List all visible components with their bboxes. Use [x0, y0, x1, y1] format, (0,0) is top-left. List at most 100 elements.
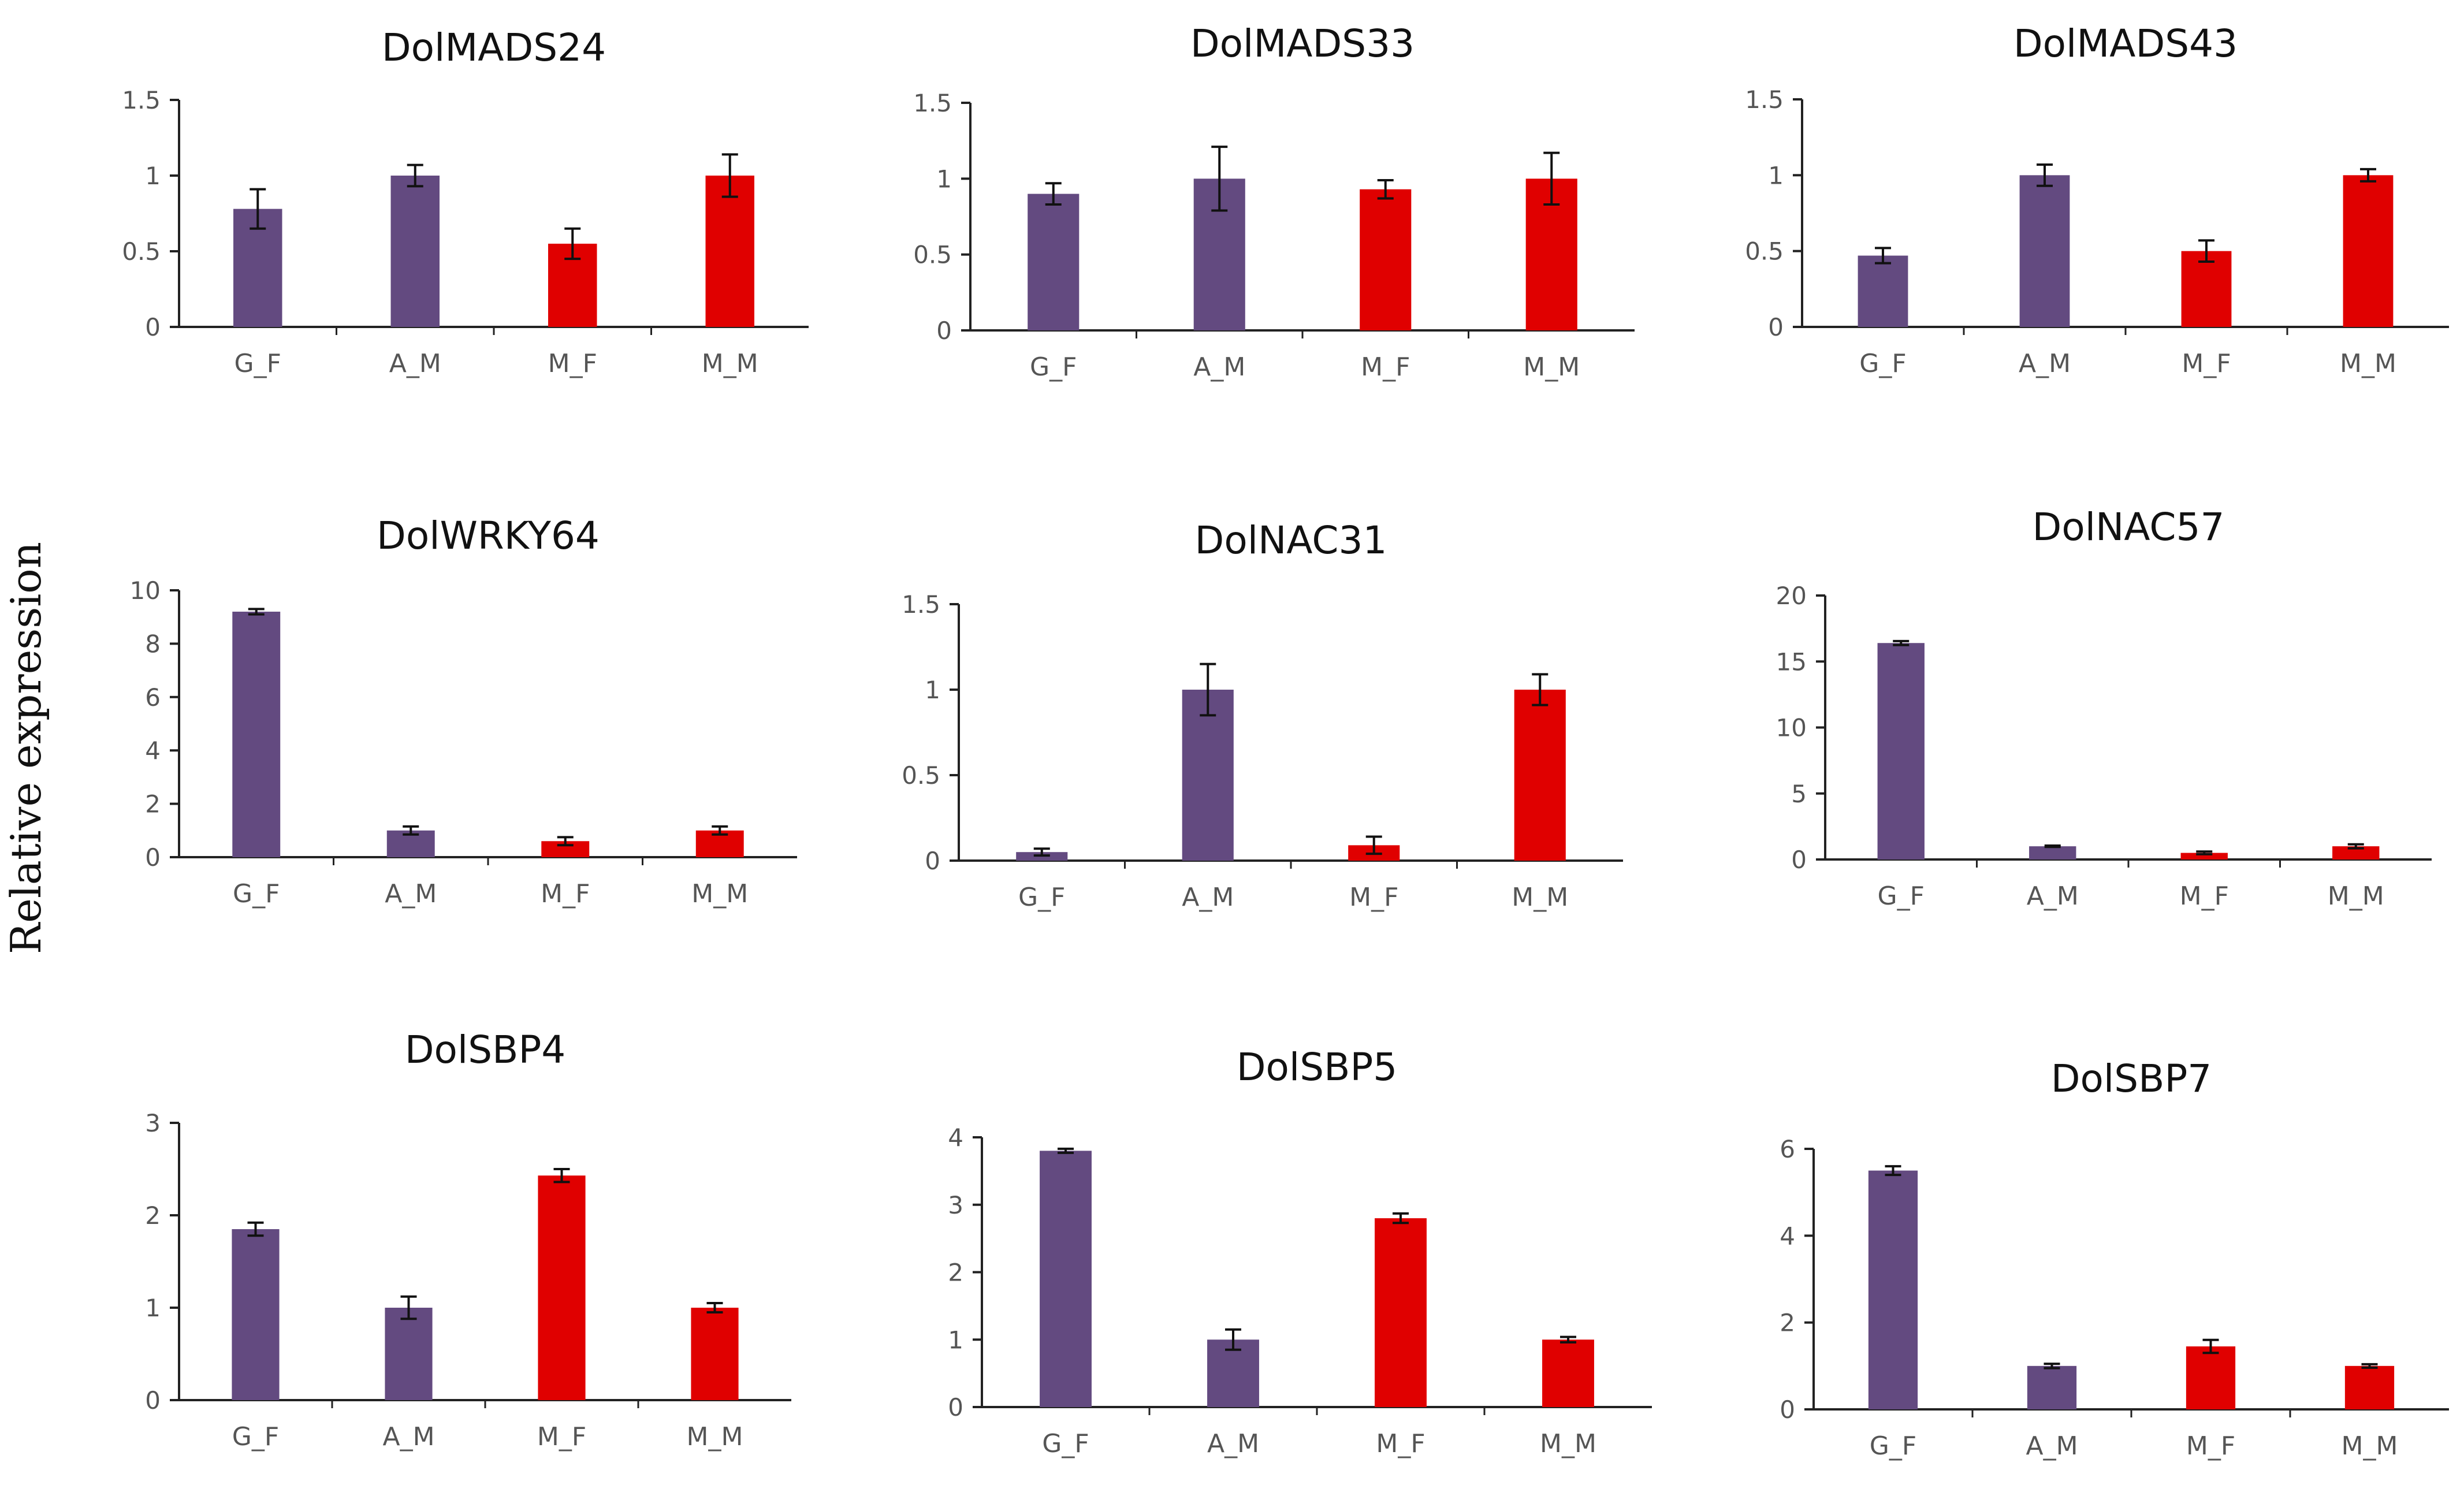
y-tick-label: 2	[145, 1201, 161, 1230]
y-tick-label: 1.5	[1745, 85, 1784, 114]
y-tick-label: 0	[1768, 313, 1784, 341]
bar-g-f	[1877, 643, 1925, 859]
x-category-label: M_F	[1361, 352, 1410, 382]
y-tick-label: 0	[936, 317, 952, 345]
bar-m-f	[1375, 1218, 1427, 1407]
x-category-label: G_F	[1030, 352, 1077, 382]
y-tick-label: 6	[145, 683, 161, 712]
x-category-label: G_F	[1859, 349, 1906, 378]
y-tick-label: 0	[925, 847, 940, 875]
bar-m-f	[2180, 853, 2228, 859]
chart-panel-dolwrky64: DolWRKY64 0 2 4 6 8 10 G_F A_M M_F M_M	[130, 513, 797, 909]
chart-title: DolMADS24	[382, 25, 606, 70]
y-tick-label: 1	[145, 162, 161, 190]
x-category-label: M_M	[687, 1422, 743, 1452]
x-category-label: M_M	[702, 349, 758, 378]
bar-m-m	[1542, 1339, 1594, 1407]
x-category-label: A_M	[2027, 881, 2079, 911]
bar-g-f	[1040, 1151, 1092, 1407]
chart-panel-dolmads43: DolMADS43 0 0.5 1 1.5 G_F A_M M_F M_M	[1745, 21, 2449, 378]
bar-m-m	[2343, 175, 2394, 327]
y-tick-label: 3	[948, 1191, 963, 1219]
y-tick-label: 1.5	[122, 86, 161, 114]
x-category-label: M_F	[2182, 349, 2231, 378]
y-tick-label: 0	[145, 843, 161, 872]
y-tick-label: 0	[1780, 1395, 1795, 1424]
x-category-label: G_F	[235, 349, 281, 378]
chart-title: DolMADS33	[1190, 21, 1415, 66]
x-category-label: A_M	[1182, 883, 1234, 912]
x-category-label: A_M	[2026, 1431, 2078, 1461]
bar-m-m	[1514, 690, 1566, 861]
y-tick-label: 1.5	[913, 89, 952, 117]
chart-panel-dolsbp5: DolSBP5 0 1 2 3 4 G_F A_M M_F M_M	[948, 1045, 1652, 1458]
bar-m-f	[1360, 189, 1412, 330]
x-category-label: G_F	[1042, 1429, 1089, 1458]
x-category-label: A_M	[385, 879, 437, 909]
y-tick-label: 1	[936, 165, 952, 193]
x-category-label: M_F	[1376, 1429, 1425, 1458]
x-category-label: M_M	[2342, 1431, 2398, 1461]
chart-panel-dolsbp7: DolSBP7 0 2 4 6 G_F A_M M_F M_M	[1780, 1056, 2449, 1461]
bar-a-m	[1182, 690, 1234, 861]
y-tick-label: 1	[948, 1326, 963, 1354]
x-category-label: M_F	[541, 879, 590, 909]
bar-g-f	[1858, 255, 1908, 327]
chart-title: DolMADS43	[2013, 21, 2238, 66]
y-axis-label: Relative expression	[2, 542, 50, 954]
y-tick-label: 2	[145, 790, 161, 818]
bar-a-m	[2029, 846, 2076, 859]
y-tick-label: 3	[145, 1109, 161, 1137]
chart-title: DolSBP4	[405, 1028, 566, 1072]
y-tick-label: 10	[130, 576, 161, 605]
bar-g-f	[1868, 1170, 1918, 1409]
y-tick-label: 4	[145, 736, 161, 765]
y-tick-label: 2	[948, 1259, 963, 1287]
bar-m-m	[2332, 846, 2380, 859]
bar-m-f	[538, 1175, 586, 1400]
y-tick-label: 1	[925, 676, 940, 704]
x-category-label: G_F	[232, 1422, 279, 1452]
x-category-label: G_F	[233, 879, 280, 909]
chart-panel-dolmads24: DolMADS24 0 0.5 1 1.5 G_F A_M M_F M_M	[122, 25, 809, 378]
bar-a-m	[385, 1308, 433, 1400]
x-category-label: M_F	[2180, 881, 2229, 911]
chart-title: DolSBP5	[1237, 1045, 1398, 1089]
bar-g-f	[232, 1229, 280, 1400]
x-category-label: A_M	[2019, 349, 2071, 378]
x-category-label: A_M	[382, 1422, 434, 1452]
chart-title: DolWRKY64	[377, 513, 600, 558]
y-tick-label: 0.5	[122, 237, 161, 266]
bar-m-f	[2186, 1346, 2236, 1409]
x-category-label: G_F	[1878, 881, 1925, 911]
chart-panels: DolMADS24 0 0.5 1 1.5 G_F A_M M_F M_M DolMADS33 0 0…	[122, 21, 2449, 1461]
y-tick-label: 5	[1791, 780, 1807, 808]
y-tick-label: 0.5	[1745, 237, 1784, 266]
x-category-label: A_M	[1193, 352, 1245, 382]
bar-a-m	[390, 176, 440, 327]
x-category-label: G_F	[1870, 1431, 1916, 1461]
y-tick-label: 20	[1776, 582, 1807, 610]
bar-a-m	[2027, 1365, 2077, 1409]
y-tick-label: 4	[1780, 1222, 1795, 1250]
y-tick-label: 1	[145, 1294, 161, 1322]
bar-m-m	[2344, 1365, 2395, 1409]
chart-panel-dolsbp4: DolSBP4 0 1 2 3 G_F A_M M_F M_M	[145, 1028, 791, 1452]
x-category-label: A_M	[1207, 1429, 1259, 1458]
x-category-label: M_F	[2186, 1431, 2235, 1461]
chart-panel-dolnac31: DolNAC31 0 0.5 1 1.5 G_F A_M M_F M_M	[902, 518, 1623, 912]
y-tick-label: 15	[1776, 647, 1807, 676]
y-tick-label: 0	[1791, 846, 1807, 874]
y-tick-label: 10	[1776, 714, 1807, 742]
chart-panel-dolmads33: DolMADS33 0 0.5 1 1.5 G_F A_M M_F M_M	[913, 21, 1635, 382]
x-category-label: M_M	[691, 879, 748, 909]
chart-title: DolNAC31	[1195, 518, 1387, 563]
x-category-label: M_M	[1512, 883, 1568, 912]
bar-m-f	[2181, 251, 2232, 327]
y-tick-label: 4	[948, 1123, 963, 1152]
bar-m-m	[691, 1308, 739, 1400]
y-tick-label: 0	[145, 313, 161, 341]
x-category-label: M_F	[548, 349, 597, 378]
x-category-label: A_M	[389, 349, 441, 378]
